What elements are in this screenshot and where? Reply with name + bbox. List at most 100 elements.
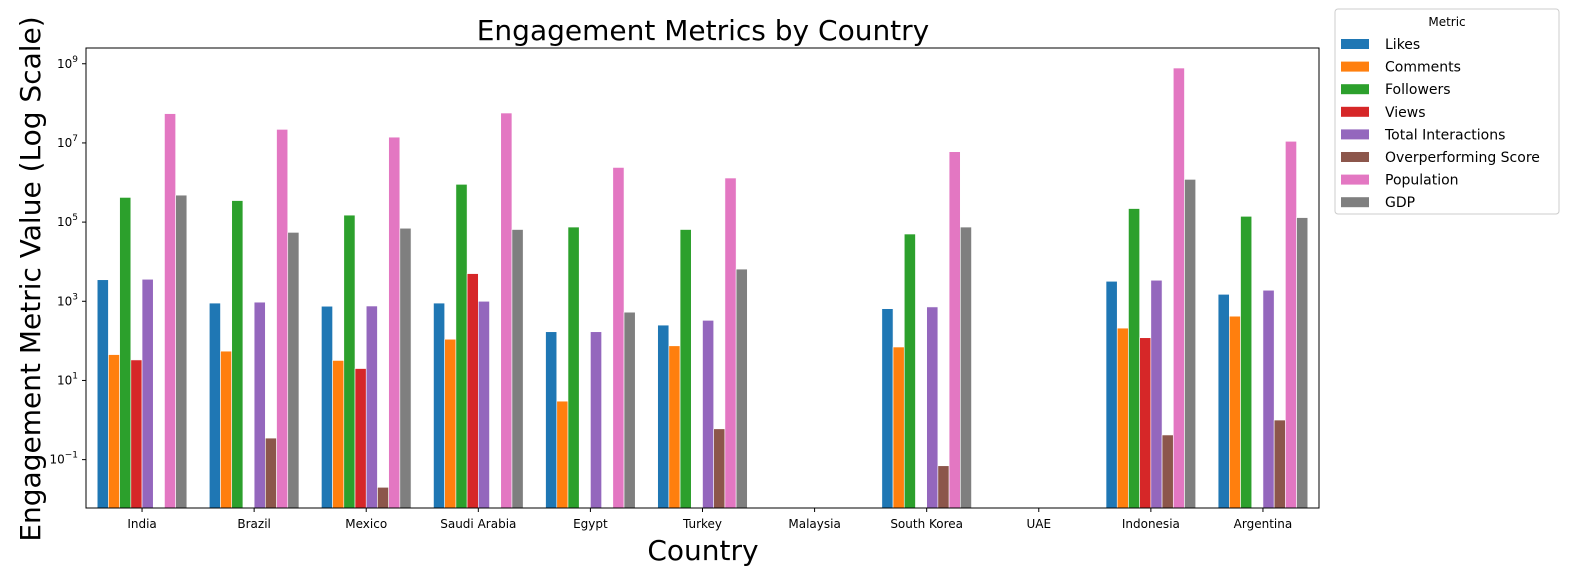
bar-india-likes <box>96 279 109 509</box>
bar-argentina-gdp <box>1296 217 1309 509</box>
bar-mexico-total-interactions <box>365 305 378 509</box>
legend-frame <box>1334 8 1560 215</box>
bar-mexico-followers <box>343 214 356 509</box>
y-tick-label: 105 <box>57 213 78 229</box>
y-tick-label: 103 <box>57 292 78 308</box>
legend-swatch <box>1341 197 1369 208</box>
bar-india-views <box>130 359 143 509</box>
bar-indonesia-population <box>1172 67 1185 509</box>
bar-turkey-gdp <box>735 268 748 509</box>
x-tick-label: UAE <box>1026 517 1051 531</box>
y-tick-label: 101 <box>57 371 78 387</box>
bar-egypt-likes <box>545 331 558 509</box>
x-tick-label: Malaysia <box>788 517 840 531</box>
bar-saudi-arabia-followers <box>455 184 468 509</box>
bar-mexico-comments <box>332 360 345 509</box>
bar-india-gdp <box>175 194 188 509</box>
bars-group <box>96 67 1309 509</box>
bar-indonesia-gdp <box>1184 179 1196 509</box>
legend-label: Likes <box>1385 37 1420 53</box>
legend-swatch <box>1341 61 1369 72</box>
bar-south-korea-population <box>948 151 961 509</box>
legend-label: Views <box>1385 105 1426 121</box>
y-axis: 10−1 101 103 105 107 109 <box>49 55 86 467</box>
bar-south-korea-likes <box>881 308 894 509</box>
bar-turkey-overperforming-score <box>713 428 726 509</box>
bar-mexico-overperforming-score <box>377 486 389 509</box>
bar-brazil-followers <box>231 200 244 509</box>
x-axis-title: Country <box>647 534 758 567</box>
x-axis: India Brazil Mexico Saudi Arabia Egypt Turkey… <box>127 508 1292 531</box>
x-tick-label: Brazil <box>237 517 271 531</box>
bar-turkey-likes <box>657 324 670 509</box>
bar-saudi-arabia-comments <box>444 338 457 509</box>
y-tick-label: 107 <box>57 134 78 150</box>
legend-label: Overperforming Score <box>1385 150 1540 166</box>
bar-turkey-total-interactions <box>702 320 715 509</box>
bar-indonesia-followers <box>1128 208 1140 509</box>
bar-brazil-likes <box>209 302 221 509</box>
legend-swatch <box>1341 106 1369 117</box>
legend-swatch <box>1341 84 1369 95</box>
y-axis-title: Engagement Metric Value (Log Scale) <box>14 16 47 541</box>
legend-swatch <box>1341 39 1369 49</box>
x-tick-label: Egypt <box>573 517 608 531</box>
x-tick-label: Indonesia <box>1122 517 1180 531</box>
bar-brazil-comments <box>220 350 233 509</box>
bar-indonesia-views <box>1139 337 1152 509</box>
y-tick-label: 109 <box>57 55 78 71</box>
legend-label: GDP <box>1385 195 1415 211</box>
x-tick-label: India <box>127 517 156 531</box>
legend: Metric Likes Comments Followers Views Total I… <box>1334 8 1560 215</box>
legend-swatch <box>1341 174 1369 185</box>
bar-brazil-overperforming-score <box>265 437 277 509</box>
bar-indonesia-overperforming-score <box>1161 434 1174 509</box>
bar-argentina-population <box>1285 140 1297 509</box>
bar-brazil-population <box>276 129 289 509</box>
bar-egypt-gdp <box>623 311 636 509</box>
bar-indonesia-total-interactions <box>1150 279 1163 509</box>
x-tick-label: Mexico <box>345 517 387 531</box>
bar-india-followers <box>119 197 132 509</box>
bar-south-korea-total-interactions <box>926 306 939 509</box>
bar-south-korea-gdp <box>960 226 972 509</box>
y-tick-label: 10−1 <box>49 451 78 467</box>
bar-argentina-likes <box>1217 294 1230 509</box>
x-tick-label: Saudi Arabia <box>440 517 516 531</box>
bar-india-comments <box>108 354 120 509</box>
bar-egypt-comments <box>556 400 569 509</box>
bar-saudi-arabia-likes <box>433 302 445 509</box>
legend-label: Comments <box>1385 60 1461 76</box>
bar-saudi-arabia-views <box>466 273 479 509</box>
bar-turkey-followers <box>679 229 692 509</box>
bar-turkey-comments <box>668 345 681 509</box>
bar-south-korea-overperforming-score <box>937 465 950 509</box>
legend-swatch <box>1341 129 1369 140</box>
x-tick-label: Argentina <box>1234 517 1293 531</box>
bar-mexico-gdp <box>399 227 412 509</box>
bar-brazil-gdp <box>287 232 300 509</box>
bar-argentina-overperforming-score <box>1273 419 1286 509</box>
bar-india-total-interactions <box>141 278 154 509</box>
bar-mexico-likes <box>321 305 333 509</box>
chart-title: Engagement Metrics by Country <box>477 14 930 47</box>
legend-swatch <box>1341 152 1369 162</box>
bar-argentina-total-interactions <box>1262 289 1275 509</box>
bar-mexico-views <box>354 368 367 509</box>
bar-indonesia-likes <box>1105 280 1118 509</box>
legend-label: Followers <box>1385 82 1451 98</box>
x-tick-label: South Korea <box>890 517 963 531</box>
bar-turkey-population <box>724 177 737 509</box>
bar-mexico-population <box>388 136 401 509</box>
bar-egypt-followers <box>567 226 580 509</box>
bar-south-korea-comments <box>892 346 905 509</box>
legend-label: Population <box>1385 173 1459 189</box>
bar-egypt-total-interactions <box>590 331 602 509</box>
x-tick-label: Turkey <box>682 517 722 531</box>
bar-india-population <box>164 113 176 509</box>
legend-title: Metric <box>1428 15 1465 29</box>
bar-argentina-comments <box>1229 315 1241 509</box>
bar-indonesia-comments <box>1116 327 1129 509</box>
bar-south-korea-followers <box>903 233 916 509</box>
